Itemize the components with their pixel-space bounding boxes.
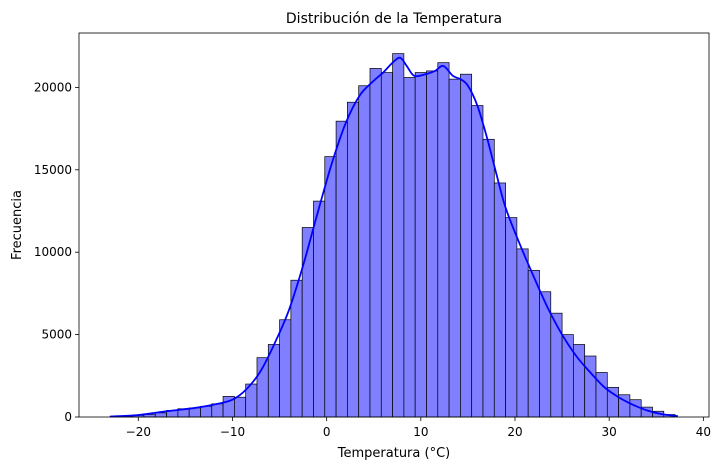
- x-axis-ticks: −20 −10 0 10 20 30 40: [126, 417, 711, 439]
- histogram-bar: [505, 217, 518, 418]
- histogram-bar: [437, 62, 450, 418]
- histogram-bar: [369, 68, 382, 418]
- x-tick-label: −10: [220, 425, 245, 439]
- histogram-bar: [301, 227, 314, 418]
- histogram-bar: [200, 405, 213, 418]
- histogram-bar: [403, 77, 416, 418]
- y-axis-ticks: 0 5000 10000 15000 20000: [34, 80, 79, 424]
- x-tick-label: 10: [413, 425, 428, 439]
- y-tick-label: 5000: [41, 328, 72, 342]
- histogram-bar: [335, 120, 348, 418]
- histogram-bar: [482, 138, 495, 418]
- histogram-bar: [448, 78, 461, 418]
- y-axis-label: Frecuencia: [10, 190, 25, 260]
- histogram-bar: [358, 85, 371, 418]
- histogram-bar: [460, 73, 473, 418]
- x-tick-label: −20: [126, 425, 151, 439]
- histogram-bar: [426, 70, 439, 418]
- y-tick-label: 10000: [34, 245, 72, 259]
- x-axis-label: Temperatura (°C): [337, 446, 450, 461]
- y-tick-label: 0: [64, 410, 72, 424]
- x-tick-label: 40: [696, 425, 711, 439]
- histogram-bar: [584, 355, 597, 418]
- histogram-bar: [561, 334, 574, 418]
- kde-line: [110, 56, 679, 418]
- histogram-bar: [324, 156, 337, 418]
- x-tick-label: 30: [602, 425, 617, 439]
- histogram-bar: [414, 72, 427, 418]
- histogram-bar: [471, 105, 484, 418]
- histogram-bar: [267, 344, 280, 418]
- y-tick-label: 15000: [34, 163, 72, 177]
- histogram-bar: [595, 372, 608, 418]
- histogram-bar: [279, 319, 292, 418]
- histogram-bar: [211, 403, 224, 418]
- plot-frame: [78, 32, 710, 418]
- histogram-bar: [234, 396, 247, 418]
- histogram-bars: [109, 53, 676, 418]
- x-tick-label: 20: [507, 425, 522, 439]
- histogram-bar: [392, 53, 405, 418]
- x-tick-label: 0: [323, 425, 331, 439]
- histogram-bar: [347, 101, 360, 418]
- histogram-bar: [516, 248, 529, 418]
- y-tick-label: 20000: [34, 80, 72, 94]
- histogram-bar: [493, 182, 506, 418]
- histogram-bar: [550, 312, 563, 418]
- chart-title: Distribución de la Temperatura: [286, 11, 502, 27]
- histogram-bar: [527, 269, 540, 418]
- histogram-bar: [154, 412, 167, 418]
- histogram-bar: [313, 200, 326, 418]
- histogram-bar: [380, 72, 393, 418]
